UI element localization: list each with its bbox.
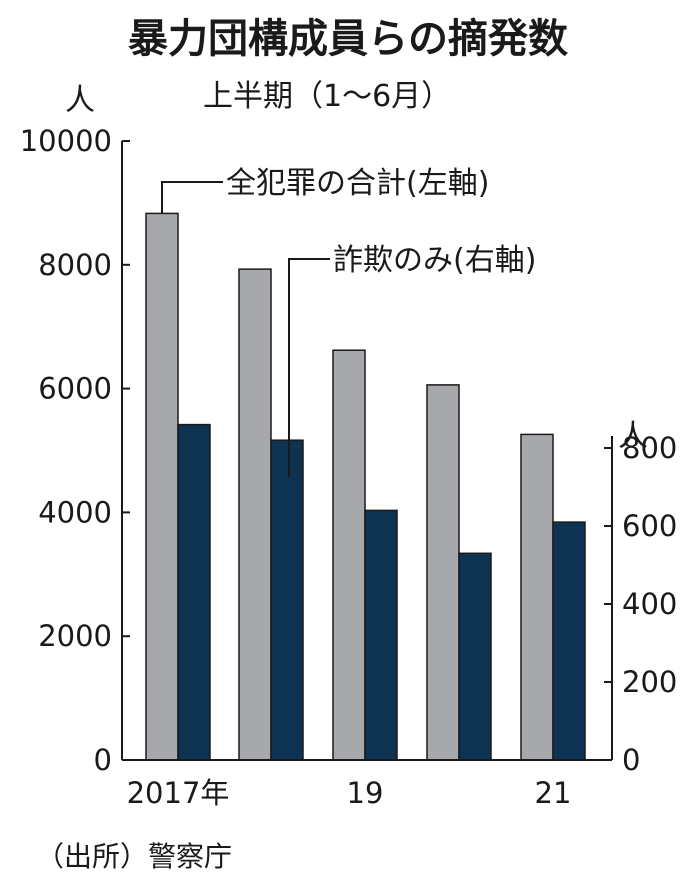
- right-axis-ticks: 800 600 400 200 0: [604, 431, 677, 777]
- x-axis-labels: 2017年 19 21: [127, 776, 572, 810]
- right-tick-label: 0: [622, 743, 640, 777]
- left-tick-label: 10000: [20, 124, 112, 158]
- bar-total-crimes: [426, 384, 460, 761]
- chart-title: 暴力団構成員らの摘発数: [128, 16, 568, 62]
- source-note: （出所）警察庁: [36, 840, 232, 873]
- bar-fraud: [177, 423, 211, 761]
- total-series-label: 全犯罪の合計(左軸): [226, 166, 489, 201]
- left-tick-label: 2000: [38, 619, 112, 653]
- chart-subtitle: 上半期（1〜6月）: [203, 79, 451, 114]
- bar-fraud: [552, 521, 586, 761]
- bar-fraud: [270, 439, 304, 761]
- bar-total-crimes: [238, 268, 272, 761]
- left-tick-label: 8000: [38, 248, 112, 282]
- right-tick-label: 400: [622, 587, 677, 621]
- x-tick-label: 21: [535, 776, 572, 810]
- fraud-series-label: 詐欺のみ(右軸): [333, 243, 536, 278]
- bar-total-crimes: [332, 349, 366, 761]
- left-tick-label: 6000: [38, 372, 112, 406]
- total-series-leader-line: [161, 181, 223, 213]
- left-axis-unit: 人: [65, 83, 95, 118]
- right-axis-unit: 人: [618, 419, 648, 454]
- bar-fraud: [458, 552, 492, 761]
- bar-total-crimes: [145, 212, 179, 761]
- x-tick-label: 2017年: [127, 776, 230, 810]
- left-axis-ticks: 10000 8000 6000 4000 2000 0: [20, 124, 130, 777]
- right-tick-label: 800: [622, 431, 677, 465]
- x-tick-label: 19: [347, 776, 384, 810]
- left-tick-label: 0: [94, 743, 112, 777]
- left-tick-label: 4000: [38, 495, 112, 529]
- fraud-series-leader-line: [288, 258, 330, 477]
- right-tick-label: 200: [622, 665, 677, 699]
- bar-fraud: [364, 509, 398, 761]
- bars-group: [145, 212, 586, 761]
- right-tick-label: 600: [622, 509, 677, 543]
- bar-total-crimes: [520, 433, 554, 761]
